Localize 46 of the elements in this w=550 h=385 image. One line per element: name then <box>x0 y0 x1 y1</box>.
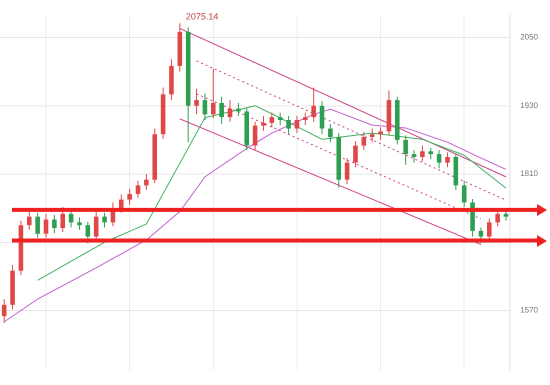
candlestick <box>60 206 66 233</box>
candlestick <box>86 221 90 244</box>
candlestick <box>194 88 199 115</box>
candlestick <box>219 96 224 124</box>
candlestick <box>420 145 425 162</box>
candlestick <box>102 212 107 228</box>
candlestick <box>270 112 274 128</box>
y-tick-label: 1570 <box>520 306 539 315</box>
candlestick <box>202 92 208 120</box>
y-tick-label: 2050 <box>520 32 539 42</box>
annotation: 2075.14 <box>186 12 218 22</box>
candlestick <box>2 298 6 324</box>
candlestick <box>294 116 300 134</box>
candlestick <box>261 116 266 132</box>
candlestick <box>136 180 140 198</box>
candlestick <box>344 158 350 185</box>
candlestick <box>228 100 232 122</box>
candlestick <box>362 131 366 151</box>
candlestick <box>328 123 333 143</box>
candlestick <box>127 188 132 206</box>
y-tick-label: 1810 <box>520 169 539 178</box>
candlestick <box>236 102 241 117</box>
candlestick <box>436 150 442 169</box>
candlestick <box>52 214 57 234</box>
candlestick <box>445 152 450 168</box>
candlestick <box>462 180 466 208</box>
candlestick <box>311 87 316 122</box>
candlestick <box>286 116 291 135</box>
candlestick <box>403 134 408 166</box>
candlestick <box>412 150 416 164</box>
candlestick <box>210 68 216 119</box>
candlestick <box>94 211 98 240</box>
candlestick <box>353 140 358 168</box>
candlestick <box>486 218 492 240</box>
candlestick <box>320 100 324 135</box>
candlestick <box>144 174 149 190</box>
candlestick <box>252 121 258 151</box>
candlestick <box>370 128 374 143</box>
candlestick <box>77 216 82 230</box>
candlestick <box>44 213 48 238</box>
y-tick-label: 1930 <box>520 100 539 110</box>
candlestick <box>68 210 74 228</box>
candlestick <box>35 212 40 238</box>
candlestick <box>278 112 282 126</box>
candlestick <box>478 226 484 244</box>
candlestick <box>302 112 308 126</box>
